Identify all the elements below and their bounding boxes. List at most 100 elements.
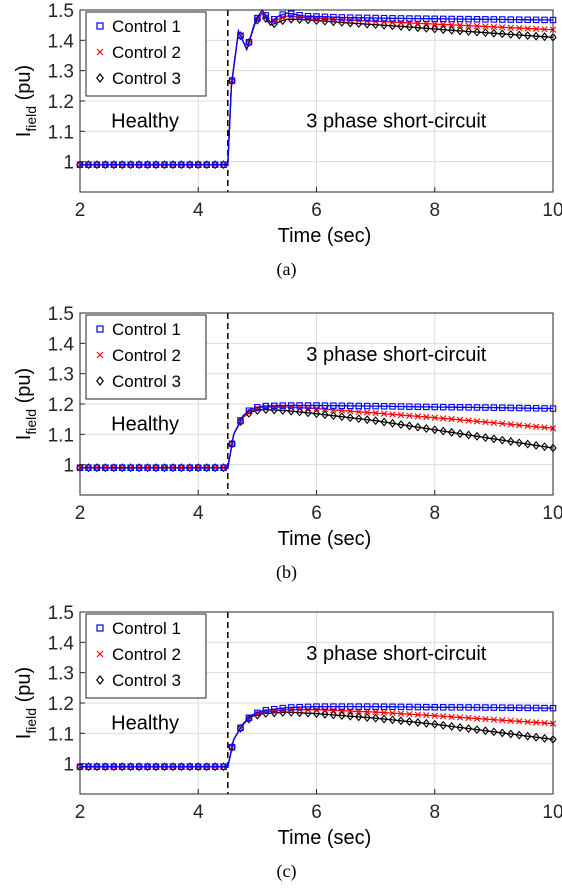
data-point — [144, 763, 151, 770]
data-point — [498, 29, 507, 39]
data-point — [211, 161, 219, 168]
x-tick-label: 10 — [542, 802, 562, 823]
data-point — [143, 463, 152, 473]
data-point — [406, 710, 413, 718]
legend-label: Control 1 — [112, 619, 181, 638]
data-point — [312, 409, 321, 419]
data-point — [169, 763, 177, 770]
x-axis-label: Time (sec) — [278, 827, 372, 849]
data-point — [380, 714, 388, 724]
x-axis-label: Time (sec) — [278, 225, 372, 247]
data-point — [464, 430, 473, 440]
data-point — [262, 707, 270, 714]
data-point — [321, 706, 329, 714]
legend-marker — [96, 650, 104, 658]
legend-label: Control 2 — [112, 645, 181, 664]
data-point — [363, 14, 371, 22]
data-point — [507, 404, 515, 412]
data-point — [93, 160, 101, 170]
y-tick-label: 1.5 — [48, 603, 74, 624]
data-point — [397, 403, 405, 410]
data-point — [161, 763, 168, 770]
data-point — [186, 762, 194, 772]
data-point — [372, 18, 379, 25]
data-point — [279, 11, 286, 18]
data-point — [414, 711, 422, 718]
data-point — [287, 10, 295, 18]
data-point — [516, 718, 523, 725]
data-point — [499, 420, 506, 427]
data-point — [177, 160, 186, 170]
data-point — [481, 726, 490, 736]
data-point — [532, 25, 540, 33]
data-point — [507, 29, 515, 39]
data-point — [152, 160, 160, 170]
data-point — [279, 704, 286, 712]
data-point — [211, 763, 219, 770]
data-point — [254, 14, 261, 22]
data-point — [135, 763, 143, 770]
data-point — [448, 21, 455, 29]
data-point — [371, 713, 380, 723]
data-point — [456, 22, 464, 29]
legend-box — [85, 11, 207, 97]
data-point — [160, 160, 169, 170]
legend-marker — [96, 73, 104, 83]
data-point — [499, 24, 506, 31]
data-point — [516, 24, 523, 32]
data-point — [448, 704, 455, 711]
data-point — [431, 712, 438, 719]
chart-panel: 2 4 6 8 10 1 1.1 1.2 1.3 1.4 1.5 Time (sec) Ifield (… — [13, 304, 562, 583]
data-point — [524, 404, 531, 412]
data-point — [473, 418, 481, 425]
y-tick-label: 1.2 — [48, 92, 74, 113]
data-point — [169, 160, 177, 170]
data-point — [482, 404, 489, 411]
data-point — [482, 704, 489, 711]
data-point — [388, 715, 397, 725]
data-point — [271, 705, 278, 713]
data-point — [228, 742, 236, 752]
data-point — [143, 762, 152, 772]
data-point — [507, 717, 514, 724]
data-point — [118, 762, 126, 772]
data-point — [464, 724, 473, 734]
data-point — [397, 420, 405, 430]
data-point — [464, 27, 473, 36]
data-point — [338, 14, 346, 21]
data-point — [219, 463, 228, 473]
legend-label: Control 2 — [112, 43, 181, 62]
data-point — [110, 161, 118, 168]
y-tick-label: 1.2 — [48, 694, 74, 715]
y-tick-label: 1.5 — [48, 304, 74, 325]
data-point — [507, 16, 515, 23]
data-point — [465, 404, 472, 411]
data-point — [313, 13, 320, 20]
data-point — [219, 160, 228, 170]
y-tick-label: 1.4 — [48, 334, 75, 355]
data-point — [389, 709, 396, 717]
data-point — [245, 38, 253, 46]
data-point — [178, 763, 185, 770]
data-point — [523, 731, 532, 741]
data-point — [135, 762, 143, 772]
data-point — [498, 728, 507, 738]
data-point — [541, 16, 548, 24]
data-point — [135, 161, 143, 168]
data-point — [389, 411, 396, 418]
data-point — [93, 763, 101, 770]
data-point — [448, 415, 455, 423]
x-tick-label: 10 — [542, 200, 562, 221]
y-tick-label: 1.4 — [48, 633, 75, 654]
data-point — [330, 13, 337, 21]
data-point — [346, 711, 355, 721]
legend-label: Control 3 — [112, 671, 181, 690]
data-point — [110, 464, 118, 471]
data-point — [186, 464, 194, 471]
data-point — [406, 15, 413, 22]
data-point — [186, 763, 194, 770]
data-point — [329, 411, 338, 421]
data-point — [211, 160, 219, 170]
data-point — [93, 463, 101, 473]
data-point — [397, 703, 405, 711]
